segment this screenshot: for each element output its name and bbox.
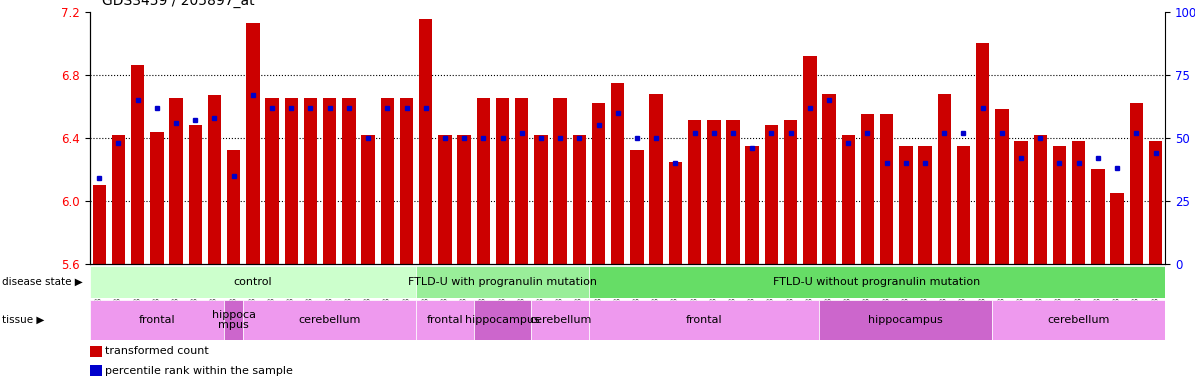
Bar — [630, 151, 644, 264]
Bar — [284, 98, 298, 264]
Bar — [189, 125, 202, 264]
Bar — [765, 125, 778, 264]
Bar — [1053, 146, 1066, 264]
Text: hippoca
mpus: hippoca mpus — [212, 310, 256, 330]
Bar — [496, 98, 509, 264]
Bar — [170, 98, 183, 264]
Bar — [860, 114, 875, 264]
Bar — [822, 94, 835, 264]
Text: GDS3459 / 205897_at: GDS3459 / 205897_at — [102, 0, 255, 8]
Text: frontal: frontal — [139, 314, 176, 325]
Bar — [473, 300, 532, 340]
Bar — [976, 43, 989, 264]
Bar — [1072, 141, 1085, 264]
Text: cerebellum: cerebellum — [529, 314, 592, 325]
Bar — [151, 132, 164, 264]
Text: frontal: frontal — [427, 314, 464, 325]
Text: hippocampus: hippocampus — [869, 314, 943, 325]
Bar — [1110, 193, 1123, 264]
Text: cerebellum: cerebellum — [1048, 314, 1110, 325]
Bar — [90, 346, 102, 357]
Bar — [553, 98, 566, 264]
Bar — [225, 300, 244, 340]
Bar — [995, 109, 1009, 264]
Bar — [515, 98, 528, 264]
Bar — [90, 365, 102, 376]
Bar — [111, 135, 125, 264]
Bar — [918, 146, 932, 264]
Bar — [419, 20, 433, 264]
Bar — [92, 185, 106, 264]
Bar — [669, 162, 682, 264]
Bar — [380, 98, 394, 264]
Bar — [841, 135, 854, 264]
Bar — [938, 94, 951, 264]
Text: hippocampus: hippocampus — [465, 314, 540, 325]
Bar — [784, 121, 797, 264]
Bar — [90, 300, 225, 340]
Bar — [746, 146, 759, 264]
Bar — [477, 98, 490, 264]
Bar — [244, 300, 416, 340]
Bar — [1015, 141, 1028, 264]
Bar — [589, 266, 1165, 298]
Bar — [208, 95, 221, 264]
Bar — [589, 300, 820, 340]
Bar — [532, 300, 589, 340]
Text: percentile rank within the sample: percentile rank within the sample — [105, 366, 293, 376]
Text: tissue ▶: tissue ▶ — [2, 314, 44, 325]
Bar — [416, 300, 473, 340]
Text: cerebellum: cerebellum — [299, 314, 361, 325]
Bar — [361, 135, 375, 264]
Bar — [400, 98, 413, 264]
Bar — [820, 300, 992, 340]
Bar — [803, 56, 816, 264]
Text: FTLD-U with progranulin mutation: FTLD-U with progranulin mutation — [407, 277, 598, 287]
Bar — [592, 103, 606, 264]
Bar — [688, 121, 701, 264]
Text: disease state ▶: disease state ▶ — [2, 277, 84, 287]
Bar — [323, 98, 337, 264]
Bar — [534, 135, 547, 264]
Bar — [342, 98, 356, 264]
Bar — [1148, 141, 1163, 264]
Bar — [227, 151, 240, 264]
Bar — [1091, 169, 1104, 264]
Bar — [246, 23, 259, 264]
Bar — [90, 266, 416, 298]
Bar — [304, 98, 317, 264]
Bar — [1034, 135, 1047, 264]
Text: FTLD-U without progranulin mutation: FTLD-U without progranulin mutation — [773, 277, 981, 287]
Text: control: control — [233, 277, 272, 287]
Bar — [131, 65, 145, 264]
Bar — [957, 146, 970, 264]
Bar — [707, 121, 721, 264]
Bar — [1129, 103, 1144, 264]
Text: frontal: frontal — [686, 314, 723, 325]
Text: transformed count: transformed count — [105, 346, 208, 356]
Bar — [439, 135, 452, 264]
Bar — [649, 94, 663, 264]
Bar — [727, 121, 740, 264]
Bar — [899, 146, 913, 264]
Bar — [458, 135, 471, 264]
Bar — [572, 135, 586, 264]
Bar — [880, 114, 894, 264]
Bar — [992, 300, 1165, 340]
Bar — [611, 83, 625, 264]
Bar — [265, 98, 278, 264]
Bar — [416, 266, 589, 298]
